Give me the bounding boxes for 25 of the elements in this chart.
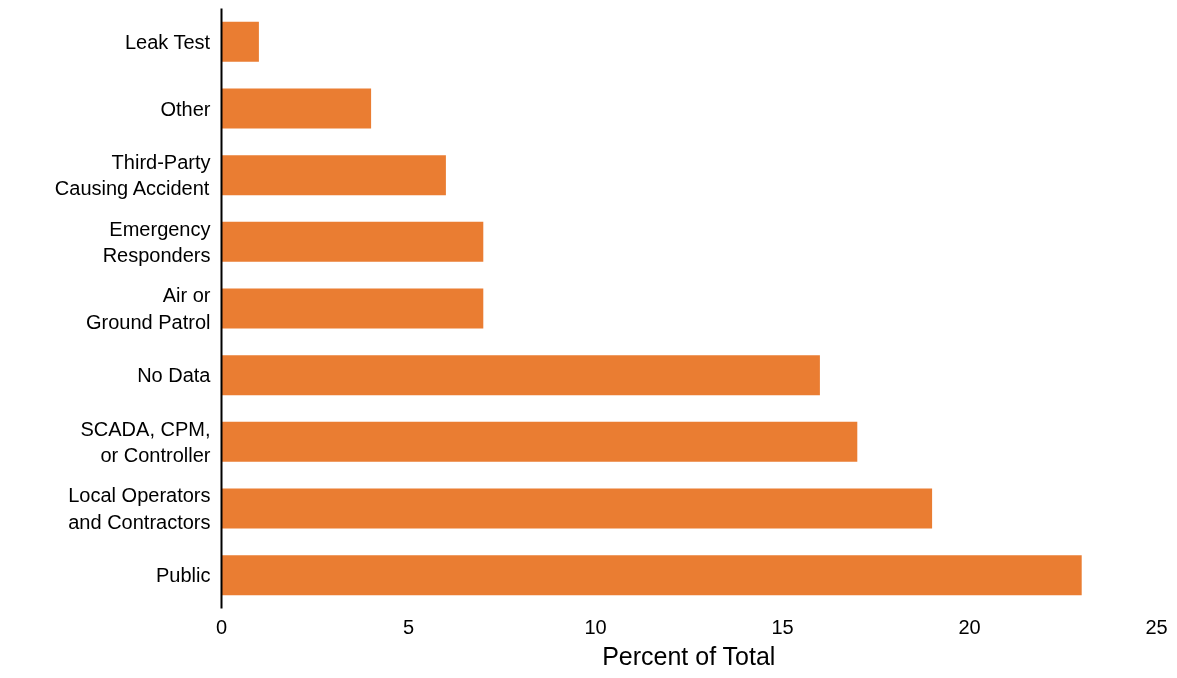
y-tick-label: Air or Ground Patrol [85, 284, 211, 333]
bar [221, 488, 933, 529]
bar [221, 88, 372, 129]
y-tick-label: Public [156, 564, 211, 587]
y-tick-label: Other [160, 97, 211, 120]
bar [221, 555, 1082, 596]
bar [221, 355, 820, 396]
y-tick-label: Leak Test [124, 30, 211, 53]
y-tick-label: No Data [137, 364, 212, 387]
bar [221, 21, 259, 62]
y-tick-label: Emergency Responders [102, 217, 211, 267]
x-tick-label: 20 [958, 615, 981, 638]
x-axis-title: Percent of Total [602, 641, 776, 670]
y-tick-label: SCADA, CPM, or Controller [80, 417, 211, 467]
bar [221, 288, 484, 329]
y-tick-label: Local Operators and Contractors [68, 484, 211, 533]
x-tick-label: 5 [402, 615, 415, 638]
x-tick-label: 10 [584, 615, 607, 638]
y-tick-label: Third-Party Causing Accident [54, 150, 211, 200]
bar [221, 421, 858, 462]
bar [221, 155, 446, 196]
bar [221, 221, 484, 262]
x-tick-label: 25 [1145, 615, 1168, 638]
x-tick-label: 0 [215, 615, 228, 638]
x-tick-label: 15 [771, 615, 794, 638]
